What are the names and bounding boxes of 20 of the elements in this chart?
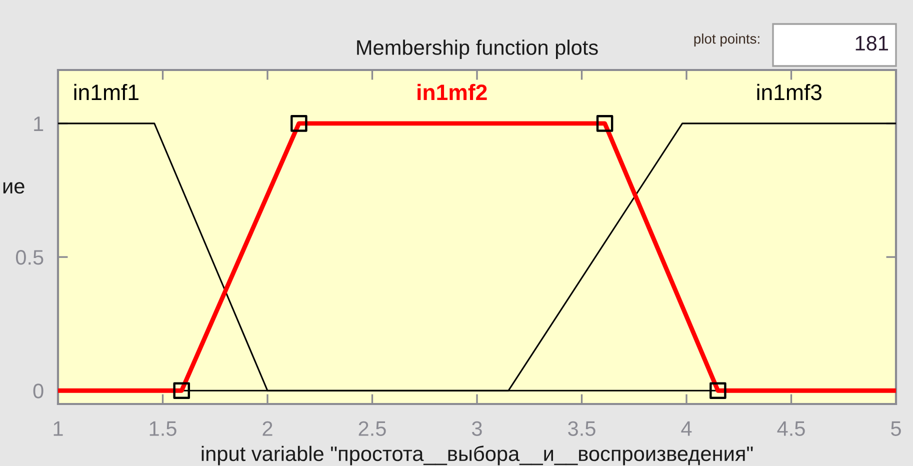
x-tick-label: 3 xyxy=(472,421,482,436)
x-tick-label: 2 xyxy=(262,421,272,436)
series-label: in1mf1 xyxy=(74,84,138,100)
x-tick-label: 5 xyxy=(891,421,901,436)
y-axis-title: ие xyxy=(3,182,24,194)
x-tick-label: 4.5 xyxy=(777,421,805,436)
y-tick-label: 0.5 xyxy=(16,250,44,265)
x-tick-label: 3.5 xyxy=(568,421,596,436)
chart-title: Membership function plots xyxy=(357,40,598,60)
x-tick-label: 1.5 xyxy=(150,421,176,436)
text: 181 xyxy=(856,36,888,51)
x-tick-label: 1 xyxy=(54,421,63,436)
y-tick-label: 0 xyxy=(33,384,44,398)
x-axis-title: input variable "простота__выбора__и__воспроизведения" xyxy=(202,446,753,466)
x-tick-label: 2.5 xyxy=(358,421,386,436)
text: plot points: xyxy=(694,34,760,46)
y-tick-label: 1 xyxy=(34,116,44,131)
x-tick-label: 4 xyxy=(681,421,692,436)
series-label: in1mf3 xyxy=(757,84,822,100)
series-label: in1mf2 xyxy=(418,84,487,100)
